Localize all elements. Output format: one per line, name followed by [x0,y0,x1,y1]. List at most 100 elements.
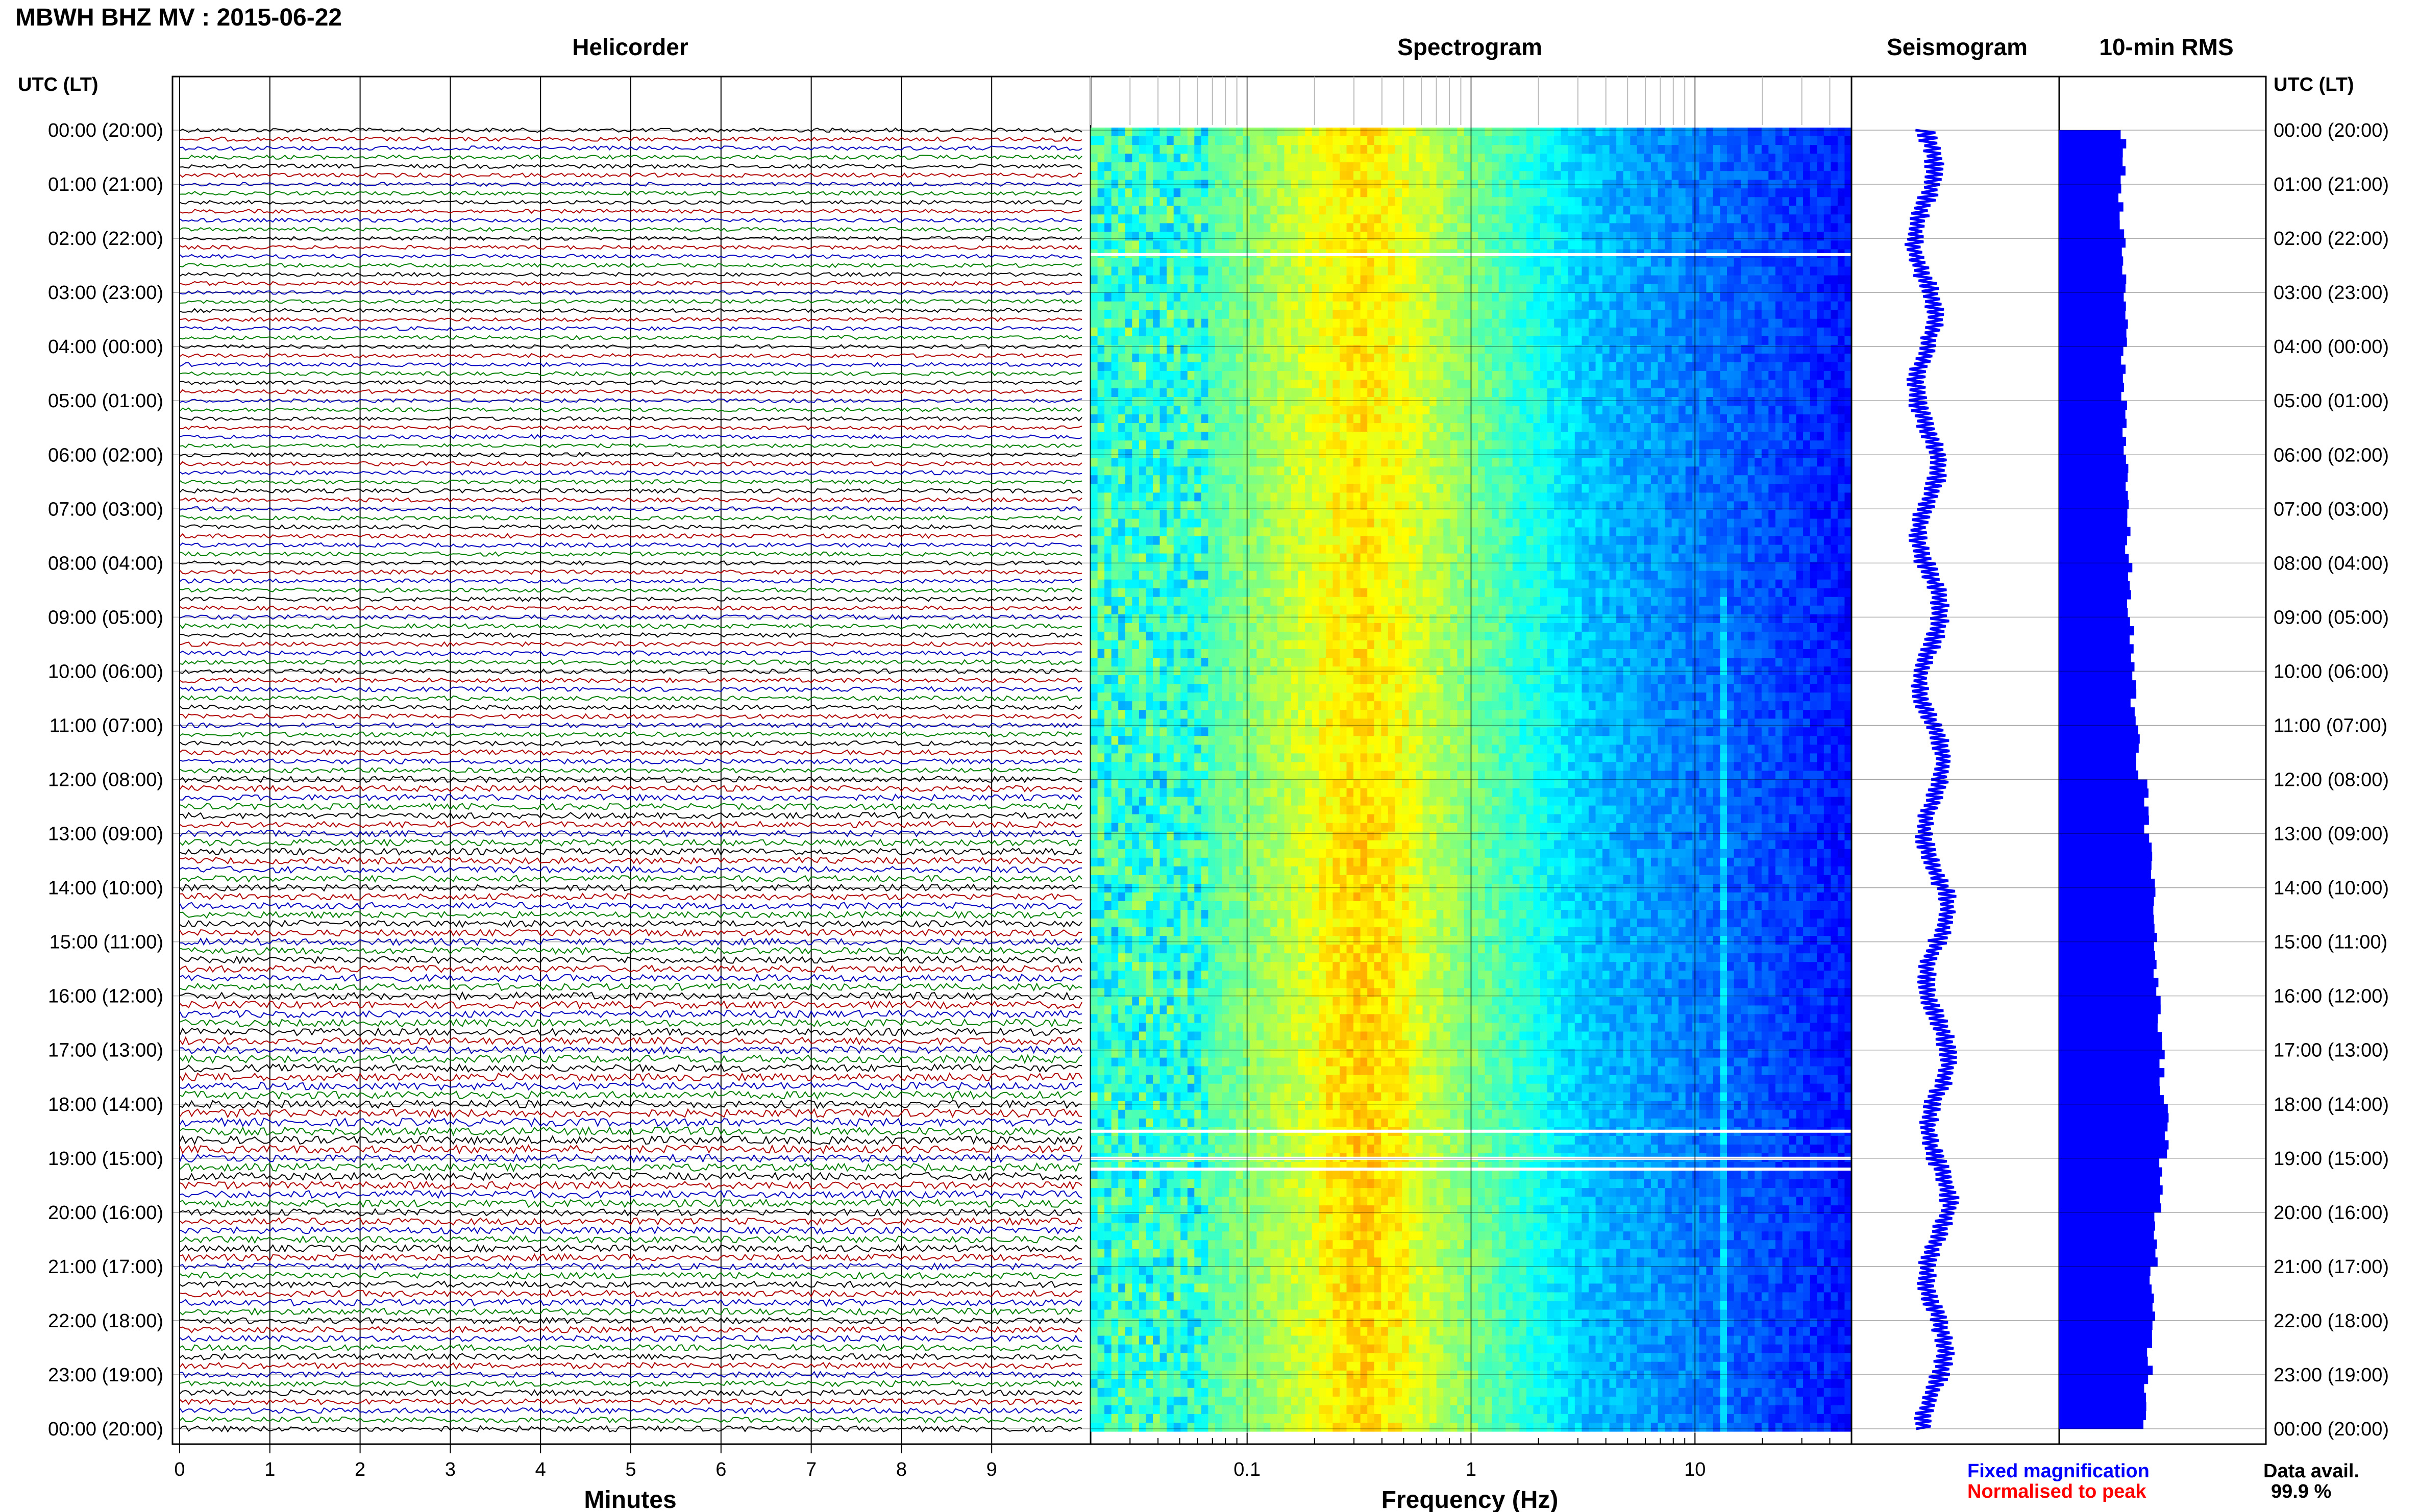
spectrogram-cell [1665,440,1672,450]
spectrogram-cell [1312,406,1319,415]
spectrogram-cell [1249,128,1257,137]
spectrogram-cell [1796,484,1804,493]
spectrogram-cell [1554,432,1562,441]
spectrogram-cell [1187,223,1195,232]
spectrogram-cell [1588,240,1596,250]
spectrogram-cell [1298,310,1305,319]
spectrogram-cell [1602,188,1610,197]
spectrogram-cell [1180,301,1188,311]
seismogram-title: Seismogram [1887,34,2028,60]
spectrogram-cell [1609,180,1617,189]
spectrogram-cell [1768,301,1776,311]
spectrogram-cell [1775,380,1783,389]
spectrogram-cell [1519,475,1527,484]
spectrogram-cell [1222,275,1229,285]
helicorder-trace [179,1027,1082,1037]
helicorder-trace [179,1416,1082,1424]
spectrogram-cell [1554,466,1562,476]
spectrogram-cell [1658,206,1665,215]
spectrogram-cell [1817,292,1824,302]
spectrogram-cell [1747,188,1755,197]
spectrogram-cell [1208,397,1216,406]
helicorder-trace [179,902,1082,910]
spectrogram-cell [1429,258,1437,267]
spectrogram-cell [1381,240,1389,250]
spectrogram-cell [1609,475,1617,484]
spectrogram-cell [1236,214,1243,224]
spectrogram-cell [1222,466,1229,476]
spectrogram-cell [1679,380,1686,389]
spectrogram-cell [1249,223,1257,232]
spectrogram-cell [1630,214,1638,224]
spectrogram-cell [1346,223,1354,232]
spectrogram-cell [1595,284,1603,293]
spectrogram-cell [1416,362,1423,371]
spectrogram-cell [1153,336,1161,345]
spectrogram-cell [1422,458,1430,467]
spectrogram-cell [1761,362,1769,371]
spectrogram-cell [1132,449,1140,458]
spectrogram-cell [1436,197,1444,206]
spectrogram-cell [1803,353,1811,363]
spectrogram-cell [1464,492,1472,502]
spectrogram-cell [1741,171,1748,180]
spectrogram-cell [1478,197,1486,206]
spectrogram-cell [1312,388,1319,398]
spectrogram-cell [1450,145,1458,154]
spectrogram-cell [1817,466,1824,476]
spectrogram-cell [1180,380,1188,389]
spectrogram-cell [1540,414,1548,424]
spectrogram-cell [1132,423,1140,432]
spectrogram-cell [1720,484,1727,493]
helicorder-trace [179,182,1082,187]
spectrogram-cell [1153,397,1161,406]
spectrogram-cell [1782,432,1790,441]
spectrogram-cell [1215,397,1223,406]
spectrogram-cell [1637,327,1644,337]
spectrogram-cell [1741,458,1748,467]
spectrogram-cell [1789,128,1797,137]
spectrogram-cell [1118,397,1126,406]
spectrogram-cell [1340,301,1347,311]
spectrogram-cell [1540,240,1548,250]
spectrogram-cell [1679,318,1686,328]
spectrogram-cell [1561,171,1568,180]
spectrogram-cell [1492,301,1499,311]
spectrogram-cell [1332,266,1340,276]
spectrogram-cell [1492,432,1499,441]
spectrogram-cell [1187,484,1195,493]
spectrogram-cell [1236,180,1243,189]
spectrogram-cell [1685,258,1693,267]
spectrogram-cell [1574,466,1582,476]
spectrogram-cell [1284,370,1292,380]
spectrogram-cell [1616,197,1624,206]
spectrogram-cell [1215,440,1223,450]
spectrogram-cell [1464,449,1472,458]
spectrogram-cell [1837,154,1845,163]
spectrogram-cell [1817,214,1824,224]
spectrogram-cell [1782,171,1790,180]
spectrogram-cell [1519,284,1527,293]
spectrogram-cell [1734,171,1741,180]
spectrogram-cell [1194,206,1202,215]
spectrogram-cell [1249,406,1257,415]
spectrogram-cell [1803,145,1811,154]
spectrogram-cell [1741,388,1748,398]
spectrogram-cell [1734,301,1741,311]
spectrogram-cell [1464,284,1472,293]
spectrogram-cell [1173,292,1181,302]
spectrogram-cell [1395,180,1402,189]
helicorder-trace [179,722,1082,729]
spectrogram-cell [1194,440,1202,450]
spectrogram-cell [1167,136,1174,145]
spectrogram-cell [1298,397,1305,406]
spectrogram-cell [1720,197,1727,206]
spectrogram-cell [1167,128,1174,137]
spectrogram-cell [1215,214,1223,224]
spectrogram-cell [1658,145,1665,154]
helicorder-trace [179,1371,1082,1379]
spectrogram-cell [1713,380,1721,389]
spectrogram-cell [1319,370,1326,380]
spectrogram-cell [1498,266,1506,276]
spectrogram-cell [1512,414,1520,424]
